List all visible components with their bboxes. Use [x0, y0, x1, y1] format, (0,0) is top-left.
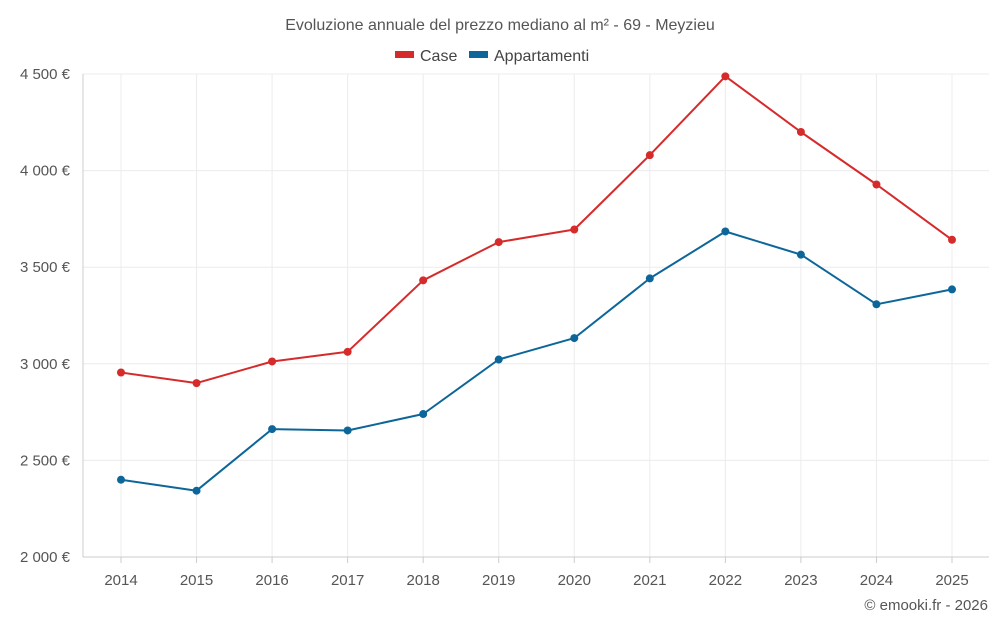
data-point-appartamenti[interactable] [872, 300, 881, 309]
legend-item-appartamenti[interactable]: Appartamenti [469, 48, 589, 65]
grid [83, 73, 989, 557]
data-point-case[interactable] [117, 368, 125, 377]
data-point-case[interactable] [494, 238, 503, 247]
data-point-case[interactable] [796, 127, 805, 136]
data-point-case[interactable] [645, 151, 654, 160]
data-point-appartamenti[interactable] [117, 475, 125, 484]
y-tick-label: 4 000 € [20, 163, 71, 180]
data-point-case[interactable] [192, 379, 201, 388]
data-point-appartamenti[interactable] [948, 285, 956, 294]
data-point-appartamenti[interactable] [796, 250, 805, 259]
data-point-appartamenti[interactable] [645, 274, 654, 283]
data-point-case[interactable] [343, 347, 352, 356]
x-tick-label: 2022 [709, 572, 742, 589]
legend-label-appartamenti: Appartamenti [494, 48, 589, 65]
x-tick-label: 2021 [633, 572, 666, 589]
x-tick-label: 2025 [935, 572, 968, 589]
series-line-case [120, 75, 953, 385]
data-point-case[interactable] [872, 180, 881, 189]
x-tick-label: 2015 [180, 572, 213, 589]
data-point-case[interactable] [721, 72, 730, 81]
data-point-appartamenti[interactable] [268, 425, 277, 434]
data-point-appartamenti[interactable] [570, 334, 579, 343]
data-point-appartamenti[interactable] [192, 486, 201, 495]
data-point-appartamenti[interactable] [343, 426, 352, 435]
axes: 2 000 € 2 500 € 3 000 € 3 500 € 4 000 € 4 500… [20, 66, 989, 589]
y-tick-label: 2 500 € [20, 452, 71, 469]
data-point-appartamenti[interactable] [494, 355, 503, 364]
x-tick-label: 2014 [104, 572, 137, 589]
data-point-case[interactable] [419, 276, 428, 285]
data-point-case[interactable] [268, 357, 277, 366]
chart-title: Evoluzione annuale del prezzo mediano al… [285, 17, 715, 34]
series-group [117, 72, 956, 495]
data-point-appartamenti[interactable] [721, 227, 730, 236]
legend-swatch-appartamenti [469, 51, 488, 58]
x-tick-label: 2020 [558, 572, 591, 589]
y-tick-label: 2 000 € [20, 549, 71, 566]
y-tick-label: 4 500 € [20, 66, 71, 83]
x-tick-label: 2019 [482, 572, 515, 589]
legend-item-case[interactable]: Case [395, 48, 457, 65]
x-tick-label: 2016 [255, 572, 288, 589]
legend-label-case: Case [420, 48, 457, 65]
data-point-case[interactable] [948, 235, 956, 244]
x-tick-label: 2018 [406, 572, 439, 589]
series-line-appartamenti [120, 230, 953, 492]
x-tick-label: 2023 [784, 572, 817, 589]
y-tick-label: 3 000 € [20, 356, 71, 373]
x-tick-label: 2017 [331, 572, 364, 589]
data-point-case[interactable] [570, 225, 579, 234]
legend: Case Appartamenti [395, 48, 589, 65]
data-point-appartamenti[interactable] [419, 410, 428, 419]
x-tick-label: 2024 [860, 572, 893, 589]
copyright-credit: © emooki.fr - 2026 [864, 597, 988, 614]
legend-swatch-case [395, 51, 414, 58]
y-tick-label: 3 500 € [20, 259, 71, 276]
